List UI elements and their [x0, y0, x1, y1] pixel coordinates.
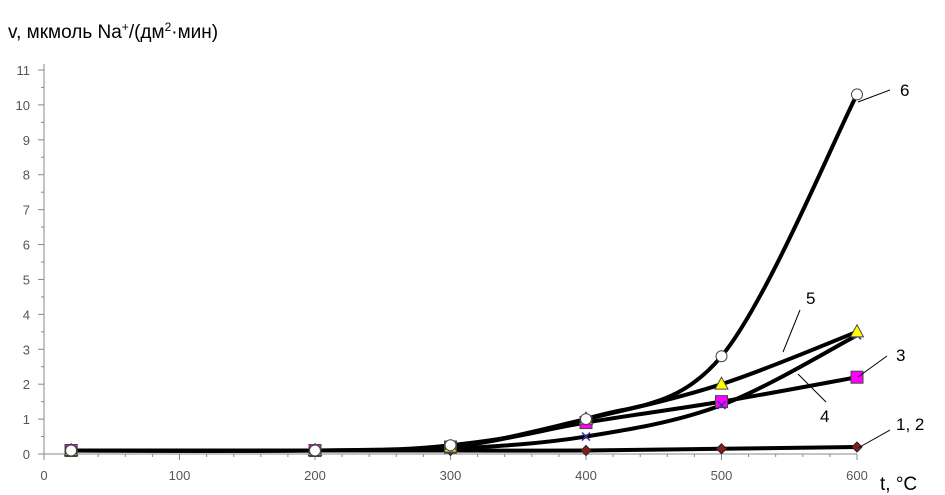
leader-line [857, 429, 891, 449]
y-tick-label: 10 [16, 98, 30, 113]
y-axis-title: v, мкмоль Na+/(дм2·мин) [8, 20, 218, 43]
y-tick-label: 4 [23, 307, 30, 322]
y-tick-label: 6 [23, 238, 30, 253]
x-axis-title: t, °C [880, 474, 917, 495]
x-tick-label: 500 [711, 468, 733, 483]
y-tick-label: 0 [23, 447, 30, 462]
curve-label: 5 [806, 289, 815, 308]
curve-label: 1, 2 [896, 415, 924, 434]
leader-line [857, 355, 888, 378]
y-tick-label: 1 [23, 412, 30, 427]
y-tick-label: 2 [23, 377, 30, 392]
leader-line [857, 89, 891, 103]
point-circle [444, 439, 457, 452]
y-tick-label: 8 [23, 168, 30, 183]
point-square [715, 395, 728, 409]
curve-labels: 6 5 3 4 1, 2 [782, 81, 924, 449]
x-tick-label: 300 [440, 468, 462, 483]
point-square [850, 370, 864, 384]
series-line [71, 375, 858, 453]
series-line [71, 329, 858, 453]
point-x [581, 432, 591, 442]
markers [63, 88, 865, 458]
axes: 0 100 200 300 400 500 600 0 1 2 3 4 5 6 7 8 9 10 11 [16, 63, 868, 483]
point-square-outline [308, 444, 322, 458]
curve-label: 3 [896, 346, 905, 365]
y-tick-label: 7 [23, 203, 30, 218]
point-triangle [714, 376, 729, 390]
point-circle [309, 444, 321, 457]
x-tick-label: 200 [304, 468, 326, 483]
point-triangle [849, 323, 865, 338]
point-diamond [715, 443, 728, 455]
y-tick-label: 5 [23, 272, 30, 287]
point-square-outline [64, 444, 78, 458]
x-tick-label: 600 [846, 468, 868, 483]
y-tick-label: 11 [17, 63, 31, 78]
point-circle [65, 444, 78, 457]
series-line [71, 333, 858, 453]
x-tick-label: 0 [40, 468, 47, 483]
leader-line [797, 373, 827, 403]
curve-label: 4 [820, 407, 829, 426]
point-circle [715, 350, 728, 363]
point-circle [580, 413, 592, 426]
x-tick-label: 100 [169, 468, 191, 483]
point-diamond [580, 444, 592, 457]
x-tick-label: 400 [575, 468, 597, 483]
series-line [71, 93, 859, 453]
curve-label: 6 [900, 81, 909, 100]
leader-line [782, 309, 801, 353]
curves [71, 93, 859, 453]
y-tick-label: 9 [23, 133, 30, 148]
point-circle [851, 88, 863, 101]
point-x [716, 400, 727, 410]
point-diamond [851, 441, 863, 453]
y-tick-label: 3 [23, 342, 30, 357]
